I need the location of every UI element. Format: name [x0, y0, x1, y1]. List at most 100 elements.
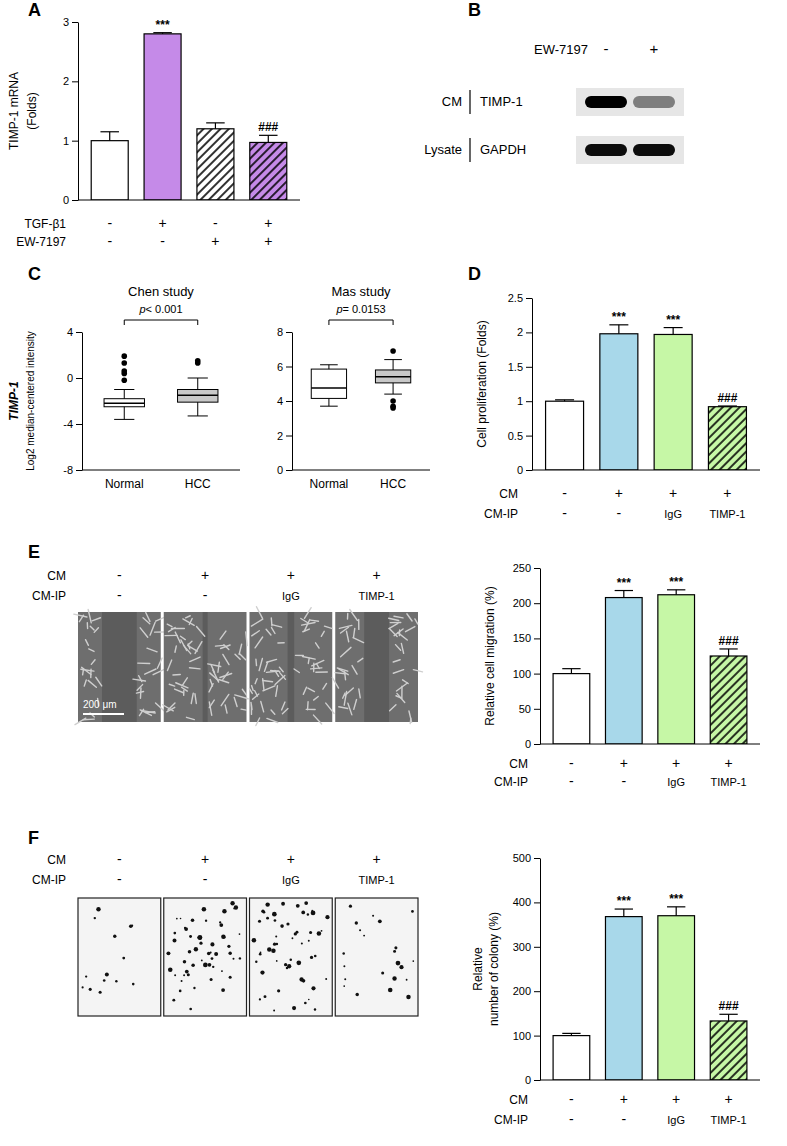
tick: 2: [63, 75, 78, 87]
colony: [221, 970, 223, 972]
tick: 4: [277, 395, 292, 407]
image-bg: [164, 898, 247, 1016]
box: [375, 370, 410, 383]
cell: [83, 718, 94, 720]
y-axis-title: TIMP-1 mRNA: [7, 72, 21, 150]
tick: 1.5: [508, 361, 532, 373]
annotation: ***: [612, 310, 626, 324]
cell: [186, 616, 191, 618]
cell: [313, 715, 321, 724]
colony: [227, 945, 230, 948]
tick: 1: [517, 395, 532, 407]
colony: [266, 917, 269, 920]
cell: [282, 709, 288, 714]
cell: [175, 632, 180, 643]
colony: [325, 978, 327, 980]
cell: [316, 671, 327, 673]
cell: [92, 618, 100, 621]
tick-mark: [534, 744, 540, 745]
box-subplot: -8-404: [63, 326, 240, 476]
tick-mark: [72, 22, 78, 23]
condition-label: CM-IP: [494, 1113, 528, 1127]
cell: [221, 694, 229, 705]
colony: [168, 967, 173, 972]
colony: [232, 958, 234, 960]
condition-value: +: [620, 755, 628, 771]
tick: 400: [513, 896, 540, 908]
cell: [137, 685, 142, 691]
cell: [165, 635, 177, 637]
cell: [278, 642, 284, 644]
colony: [89, 988, 92, 991]
cell: [267, 718, 278, 722]
blot-bracket: [469, 138, 470, 162]
colony: [181, 980, 183, 982]
colony: [296, 960, 301, 965]
cell: [275, 676, 285, 685]
cell: [150, 622, 155, 635]
y-axis: 0123: [63, 16, 79, 206]
cell: [261, 701, 264, 711]
error-cap: [615, 908, 633, 909]
cell: [276, 686, 278, 697]
annotation: ###: [719, 999, 739, 1013]
cell: [136, 692, 143, 694]
tick: 100: [513, 668, 540, 680]
y-axis-title: Log2 median-centered intensity: [25, 331, 36, 471]
cell: [393, 660, 400, 662]
cell: [256, 607, 262, 619]
cell: [389, 623, 398, 628]
tick-mark: [286, 401, 292, 402]
colony: [222, 909, 226, 913]
cell: [169, 627, 176, 631]
median: [178, 395, 218, 397]
condition-value: +: [672, 755, 680, 771]
outlier: [195, 360, 201, 366]
colony: [308, 999, 310, 1001]
cell: [294, 669, 299, 673]
colony: [132, 983, 135, 986]
cell: [390, 629, 397, 636]
tick-mark: [526, 470, 532, 471]
lane-label: +: [650, 40, 659, 57]
error-cap: [667, 589, 685, 590]
colony: [311, 986, 315, 990]
condition-value: -: [107, 215, 112, 231]
error-bar: [618, 325, 619, 334]
panel-label: B: [468, 0, 481, 20]
colony: [381, 972, 384, 975]
box-subplot: 02468: [277, 326, 430, 476]
colony: [301, 942, 303, 944]
cell: [190, 657, 200, 662]
colony: [314, 1008, 316, 1010]
condition-value: +: [201, 851, 209, 867]
box: [104, 399, 144, 407]
marks: [546, 325, 747, 470]
bar: [658, 595, 695, 744]
whisker-cap: [188, 378, 208, 379]
cell: [175, 689, 184, 693]
colony-image: [335, 898, 418, 1016]
cell: [256, 718, 260, 726]
figure-root: A0123***###TIMP-1 mRNA(Folds)TGF-β1-+-+E…: [0, 0, 787, 1146]
colony: [259, 953, 262, 956]
cell: [394, 616, 403, 618]
image-bg: [250, 898, 333, 1016]
colony: [406, 979, 408, 981]
error-bar: [215, 123, 216, 129]
cell: [88, 680, 96, 687]
condition-value: +: [615, 485, 623, 501]
condition-value: IgG: [282, 590, 300, 602]
tick-mark: [286, 332, 292, 333]
colony: [99, 991, 102, 994]
cell: [324, 626, 332, 628]
box: [311, 369, 346, 398]
error-cap: [664, 327, 683, 328]
tick-label: 4: [67, 326, 73, 338]
tick: 4: [67, 326, 82, 338]
bar-panel: 0100200300400500: [513, 852, 760, 1086]
tick-label: 2: [277, 430, 283, 442]
blot-band: [585, 144, 627, 156]
colony: [325, 915, 329, 919]
tick-label: 0.5: [508, 430, 523, 442]
